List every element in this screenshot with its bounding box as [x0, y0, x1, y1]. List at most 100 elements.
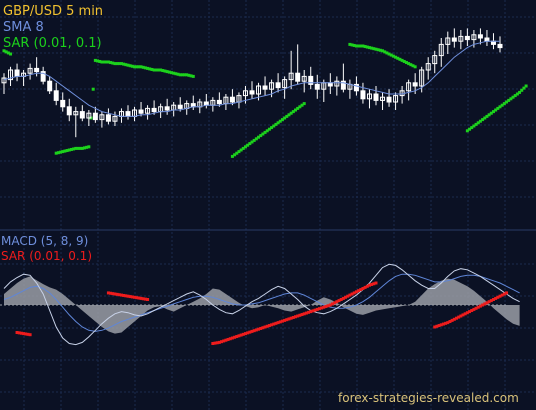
macd-sar-dot — [481, 303, 485, 307]
macd-sar-dot — [117, 293, 121, 297]
sar-dot — [2, 49, 6, 53]
macd-sar-dot — [26, 332, 30, 336]
sar-dot — [276, 121, 280, 125]
macd-sar-dot — [111, 292, 115, 296]
macd-sar-dot — [474, 306, 478, 310]
candle-body — [14, 69, 20, 77]
sar-dot — [491, 110, 495, 114]
sar-dot — [241, 146, 245, 150]
sar-dot — [289, 111, 293, 115]
macd-sar-dot — [24, 332, 28, 336]
sar-dot — [178, 73, 182, 77]
macd-sar-dot — [437, 324, 441, 328]
macd-sar-dot — [328, 303, 332, 307]
candle-body — [242, 90, 248, 97]
candle-body — [438, 43, 444, 57]
sar-dot — [6, 51, 10, 55]
sar-dot — [150, 67, 154, 71]
sar-dot — [98, 59, 102, 63]
sar-dot — [117, 62, 121, 66]
macd-sar-dot — [248, 330, 252, 334]
sar-dot — [474, 122, 478, 126]
candle-body — [464, 35, 470, 41]
macd-sar-dot — [252, 329, 256, 333]
price-pane — [1, 28, 528, 158]
sar-dot — [139, 65, 143, 69]
candle-body — [86, 112, 92, 119]
candle-body — [373, 93, 379, 101]
sar-dot — [267, 127, 271, 131]
macd-sar-dot — [357, 289, 361, 293]
macd-sar-dot — [259, 326, 263, 330]
sar-dot — [302, 102, 306, 106]
sar-dot — [189, 74, 193, 78]
macd-sar-dot — [330, 302, 334, 306]
sar-dot — [109, 61, 113, 65]
sar-dot — [300, 103, 304, 107]
sar-dot — [152, 68, 156, 72]
macd-sar-dot — [452, 317, 456, 321]
macd-sar-dot — [485, 301, 489, 305]
sar-dot — [363, 45, 367, 49]
sar-dot — [252, 138, 256, 142]
sar-dot — [183, 73, 187, 77]
macd-sar-dot — [502, 292, 506, 296]
macd-sar-dot — [465, 311, 469, 315]
candle-body — [256, 85, 262, 95]
sar-dot — [59, 150, 63, 154]
macd-sar-dot — [289, 316, 293, 320]
macd-sar-dot — [470, 309, 474, 312]
candle-body — [164, 106, 170, 111]
sar-dot — [133, 65, 137, 69]
sar-dot — [400, 58, 404, 62]
macd-sar-dot — [226, 337, 230, 341]
candle-body — [314, 83, 320, 90]
sar-dot — [396, 56, 400, 60]
macd-sar-dot — [257, 327, 261, 331]
macd-sar-dot — [265, 324, 269, 328]
sar-dot — [161, 69, 165, 73]
candle-body — [151, 107, 157, 113]
sar-dot — [185, 73, 189, 77]
macd-sar-dot — [450, 318, 454, 322]
sar-dot — [507, 98, 511, 102]
sar-dot — [278, 119, 282, 123]
candle-body — [34, 67, 40, 73]
candle-body — [425, 63, 431, 71]
sar-dot — [257, 135, 261, 139]
sar-dot — [163, 69, 167, 73]
sar-dot — [72, 147, 76, 151]
macd-sar-dot — [224, 338, 228, 342]
macd-sar-dot — [276, 321, 280, 325]
sar-dot — [272, 124, 276, 128]
sar-dot — [124, 63, 128, 67]
candle-body — [334, 80, 340, 87]
macd-sar-dot — [135, 296, 139, 300]
macd-sar-dot — [326, 304, 330, 308]
macd-sar-dot — [278, 320, 282, 324]
candle-body — [393, 95, 399, 103]
macd-sar-dot — [139, 296, 143, 300]
sar-dot — [148, 67, 152, 71]
macd-sar-legend-label: SAR (0.01, 0.1) — [1, 249, 92, 263]
sar-dot — [407, 62, 411, 66]
sar-dot — [82, 146, 86, 150]
macd-sar-dot — [15, 331, 19, 334]
sar-dot — [287, 113, 291, 117]
sar-dot — [502, 102, 506, 106]
sar-dot — [404, 61, 408, 65]
macd-sar-dot — [28, 333, 32, 337]
macd-sar-dot — [346, 294, 350, 298]
sar-dot — [476, 121, 480, 125]
sma-legend-label: SMA 8 — [3, 20, 44, 35]
macd-sar-dot — [370, 282, 374, 286]
macd-sar-dot — [304, 311, 308, 315]
sar-dot — [402, 59, 406, 63]
candle-body — [432, 55, 438, 65]
candle-body — [125, 111, 131, 117]
macd-sar-dot — [243, 332, 247, 336]
sar-dot — [500, 103, 504, 107]
sar-dot — [9, 52, 13, 56]
